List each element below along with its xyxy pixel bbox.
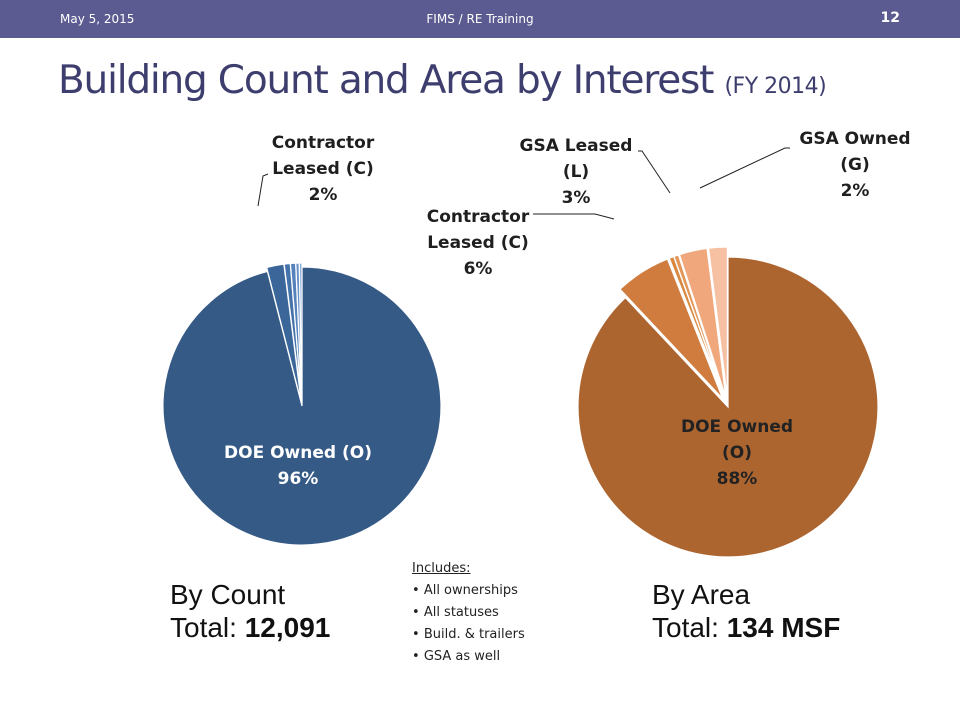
count-slice-0: [162, 266, 442, 546]
area-leader-line-1: [533, 213, 615, 220]
area-total-label: Total:: [652, 612, 719, 643]
area-slice-label-line: 3%: [562, 188, 591, 208]
slide-title-sub: (FY 2014): [724, 74, 827, 99]
area-slice-4: [678, 247, 727, 398]
area-slice-label-line: (O): [722, 443, 752, 463]
area-slice-label-line: (G): [840, 155, 870, 175]
area-slice-label-line: GSA Leased: [520, 136, 633, 156]
includes-list: All ownerships All statuses Build. & tra…: [412, 580, 525, 668]
area-total-line: Total: 134 MSF: [652, 611, 840, 644]
slide-title-main: Building Count and Area by Interest: [58, 58, 714, 103]
area-pie: DOE Owned (O) 88% Contractor Leased (C) 6% GSA…: [427, 129, 911, 558]
area-slice-label-0: DOE Owned (O) 88%: [681, 417, 793, 489]
header-bar: May 5, 2015 FIMS / RE Training 12: [0, 0, 960, 38]
header-title: FIMS / RE Training: [426, 12, 534, 26]
area-slice-label-line: 6%: [464, 259, 493, 279]
count-slice-label-0: DOE Owned (O) 96%: [224, 443, 372, 489]
area-leader-line-5: [699, 147, 790, 189]
count-caption: By Count: [170, 579, 286, 610]
area-slice-3: [673, 254, 726, 398]
area-slice-label-line: 2%: [841, 181, 870, 201]
count-pie: DOE Owned (O) 96% Contractor Leased (C) 2%: [162, 133, 442, 546]
count-slice-label-line: 96%: [278, 469, 319, 489]
count-slice-label-line: Leased (C): [272, 159, 374, 179]
area-leader-line-4: [638, 150, 671, 194]
area-slice-label-line: GSA Owned: [799, 129, 910, 149]
area-slice-5: [707, 246, 728, 398]
count-slice-label-line: Contractor: [272, 133, 375, 153]
count-slice-label-1: Contractor Leased (C) 2%: [272, 133, 375, 205]
area-total-value: 134 MSF: [726, 612, 841, 643]
count-slice-5: [298, 262, 303, 403]
count-leader-line-1: [257, 173, 269, 207]
includes-item: Build. & trailers: [412, 624, 525, 646]
page-number: 12: [880, 10, 900, 26]
area-slice-label-line: Leased (C): [427, 233, 529, 253]
area-slice-label-line: Contractor: [427, 207, 530, 227]
includes-header: Includes:: [412, 561, 471, 576]
area-slice-label-line: 88%: [717, 469, 758, 489]
includes-note: Includes: All ownerships All statuses Bu…: [412, 558, 525, 668]
count-total-block: By Count Total: 12,091: [170, 578, 330, 644]
area-slice-label-line: (L): [563, 162, 589, 182]
count-total-label: Total:: [170, 612, 237, 643]
count-total-line: Total: 12,091: [170, 611, 330, 644]
includes-item: All ownerships: [412, 580, 525, 602]
includes-item: All statuses: [412, 602, 525, 624]
area-caption: By Area: [652, 579, 751, 610]
area-total-block: By Area Total: 134 MSF: [652, 578, 840, 644]
area-slice-1: [619, 258, 724, 399]
count-slice-label-line: 2%: [309, 185, 338, 205]
includes-item: GSA as well: [412, 646, 525, 668]
area-slice-label-5: GSA Owned (G) 2%: [799, 129, 910, 201]
count-total-value: 12,091: [244, 612, 331, 643]
header-date: May 5, 2015: [60, 12, 135, 26]
area-slice-label-line: DOE Owned: [681, 417, 793, 437]
slide-title: Building Count and Area by Interest (FY …: [58, 58, 827, 103]
count-slice-label-line: DOE Owned (O): [224, 443, 372, 463]
area-slice-label-1: Contractor Leased (C) 6%: [427, 207, 530, 279]
area-slice-0: [577, 256, 879, 558]
area-slice-label-4: GSA Leased (L) 3%: [520, 136, 633, 208]
